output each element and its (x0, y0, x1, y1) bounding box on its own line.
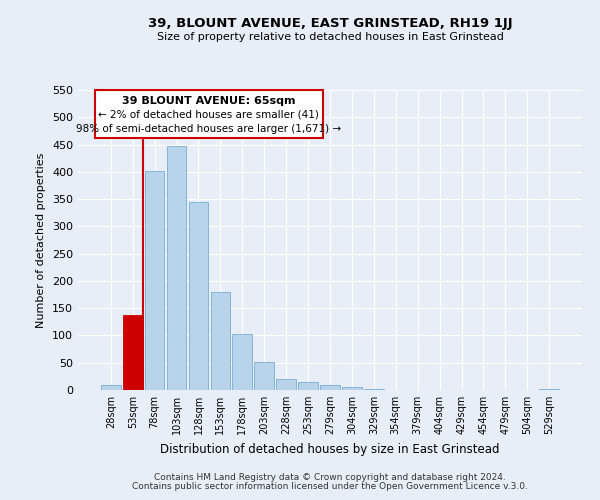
Bar (211, 292, 230, 390)
X-axis label: Distribution of detached houses by size in East Grinstead: Distribution of detached houses by size … (160, 442, 500, 456)
Bar (254, 362, 274, 390)
Bar (298, 382, 318, 390)
Text: Size of property relative to detached houses in East Grinstead: Size of property relative to detached ho… (157, 32, 503, 42)
Bar (188, 202, 208, 390)
Y-axis label: Number of detached properties: Number of detached properties (37, 152, 46, 328)
Bar (342, 388, 362, 390)
Bar (167, 146, 187, 390)
FancyBboxPatch shape (95, 90, 323, 138)
Bar (123, 316, 143, 390)
Text: 39 BLOUNT AVENUE: 65sqm: 39 BLOUNT AVENUE: 65sqm (122, 96, 296, 106)
Bar (232, 334, 252, 390)
Text: ← 2% of detached houses are smaller (41): ← 2% of detached houses are smaller (41) (98, 110, 319, 120)
Text: Contains HM Land Registry data © Crown copyright and database right 2024.: Contains HM Land Registry data © Crown c… (154, 474, 506, 482)
Text: 98% of semi-detached houses are larger (1,671) →: 98% of semi-detached houses are larger (… (76, 124, 341, 134)
Text: Contains public sector information licensed under the Open Government Licence v.: Contains public sector information licen… (132, 482, 528, 491)
Bar (539, 389, 559, 390)
Bar (276, 379, 296, 390)
Text: 39, BLOUNT AVENUE, EAST GRINSTEAD, RH19 1JJ: 39, BLOUNT AVENUE, EAST GRINSTEAD, RH19 … (148, 18, 512, 30)
Bar (101, 384, 121, 390)
Bar (145, 172, 164, 390)
Bar (320, 384, 340, 390)
